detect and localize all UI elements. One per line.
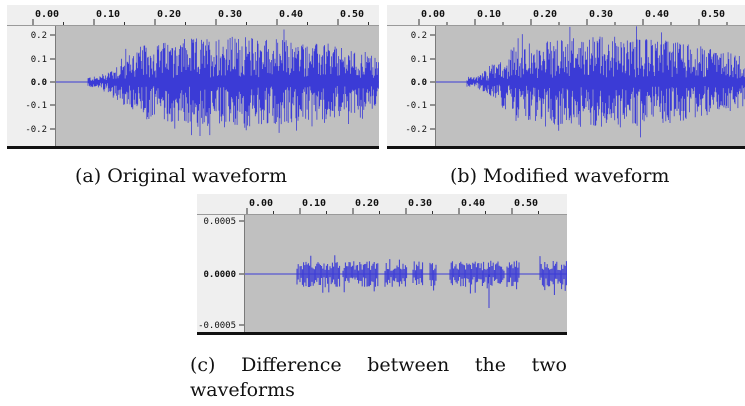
ruler-label: 0.50 (514, 198, 538, 209)
time-ruler[interactable]: 0.00 0.10 0.20 0.30 0.40 0.50 (7, 5, 379, 26)
ruler-label: 0.00 (35, 9, 59, 20)
ruler-label: 0.50 (340, 9, 364, 20)
waveform-track[interactable] (436, 26, 745, 147)
caption-c-word: two (531, 354, 567, 376)
caption-c-word: the (474, 354, 507, 376)
axis-label: -0.0005 (198, 321, 236, 331)
track-bottom-border (387, 146, 745, 149)
amplitude-axis: 0.2 0.1 0.0 -0.1 -0.2 (387, 26, 436, 147)
track-bottom-border (7, 146, 379, 149)
ruler-label: 0.40 (461, 198, 485, 209)
caption-c-line1: (c) Difference between the two (190, 353, 567, 378)
ruler-label: 0.10 (477, 9, 501, 20)
caption-c-line2: waveforms (190, 379, 295, 401)
axis-label: -0.1 (405, 101, 427, 111)
time-ruler-ticks: 0.00 0.10 0.20 0.30 0.40 0.50 (246, 198, 539, 214)
waveform-plot (436, 26, 745, 138)
amplitude-axis-labels: 0.0005 0.0000 -0.0005 (198, 217, 244, 331)
ruler-label: 0.00 (249, 198, 273, 209)
caption-b: (b) Modified waveform (450, 165, 670, 187)
time-ruler[interactable]: 0.00 0.10 0.20 0.30 0.40 0.50 (387, 5, 745, 26)
track-bottom-border (197, 332, 567, 335)
time-ruler-ticks: 0.00 0.10 0.20 0.30 0.40 0.50 (32, 9, 369, 25)
waveform-track[interactable] (245, 215, 567, 333)
axis-label: 0.0 (31, 78, 47, 88)
panel-modified-waveform: 0.00 0.10 0.20 0.30 0.40 0.50 0.2 0.1 0.0 -0.1 -0… (387, 5, 745, 150)
ruler-label: 0.00 (421, 9, 445, 20)
ruler-label: 0.20 (355, 198, 379, 209)
ruler-label: 0.50 (701, 9, 725, 20)
amplitude-axis-labels: 0.2 0.1 0.0 -0.1 -0.2 (405, 31, 435, 135)
caption-c-word: Difference (241, 354, 342, 376)
waveform-plot (245, 255, 567, 308)
caption-c-word: between (367, 354, 450, 376)
waveform-signal (87, 29, 379, 136)
amplitude-axis: 0.0005 0.0000 -0.0005 (197, 215, 245, 333)
ruler-label: 0.20 (157, 9, 181, 20)
axis-label: 0.1 (31, 55, 47, 65)
amplitude-axis: 0.2 0.1 0.0 -0.1 -0.2 (7, 26, 56, 147)
axis-label: -0.1 (25, 101, 47, 111)
ruler-label: 0.10 (302, 198, 326, 209)
axis-label: 0.2 (411, 31, 427, 41)
ruler-label: 0.20 (533, 9, 557, 20)
ruler-label: 0.10 (96, 9, 120, 20)
axis-label: 0.1 (411, 55, 427, 65)
amplitude-axis-labels: 0.2 0.1 0.0 -0.1 -0.2 (25, 31, 55, 135)
ruler-label: 0.30 (218, 9, 242, 20)
caption-a: (a) Original waveform (75, 165, 287, 187)
time-ruler-ticks: 0.00 0.10 0.20 0.30 0.40 0.50 (418, 9, 728, 25)
axis-label: 0.0 (411, 78, 427, 88)
axis-label: 0.0000 (203, 270, 236, 280)
ruler-label: 0.30 (408, 198, 432, 209)
difference-signal (296, 255, 567, 308)
axis-label: -0.2 (25, 125, 47, 135)
waveform-track[interactable] (56, 26, 379, 147)
time-ruler[interactable]: 0.00 0.10 0.20 0.30 0.40 0.50 (197, 194, 567, 215)
ruler-label: 0.40 (279, 9, 303, 20)
ruler-label: 0.30 (589, 9, 613, 20)
caption-c: (c) Difference between the two waveforms (190, 353, 567, 403)
waveform-plot (56, 29, 379, 136)
axis-label: -0.2 (405, 125, 427, 135)
panel-original-waveform: 0.00 0.10 0.20 0.30 0.40 0.50 0.2 0.1 0.0 -0.1 -0… (7, 5, 379, 150)
axis-label: 0.2 (31, 31, 47, 41)
ruler-label: 0.40 (645, 9, 669, 20)
axis-label: 0.0005 (203, 217, 236, 227)
panel-difference-waveform: 0.00 0.10 0.20 0.30 0.40 0.50 0.0005 0.0000 -0.… (197, 194, 567, 337)
caption-c-word: (c) (190, 354, 216, 376)
waveform-signal (466, 26, 745, 138)
